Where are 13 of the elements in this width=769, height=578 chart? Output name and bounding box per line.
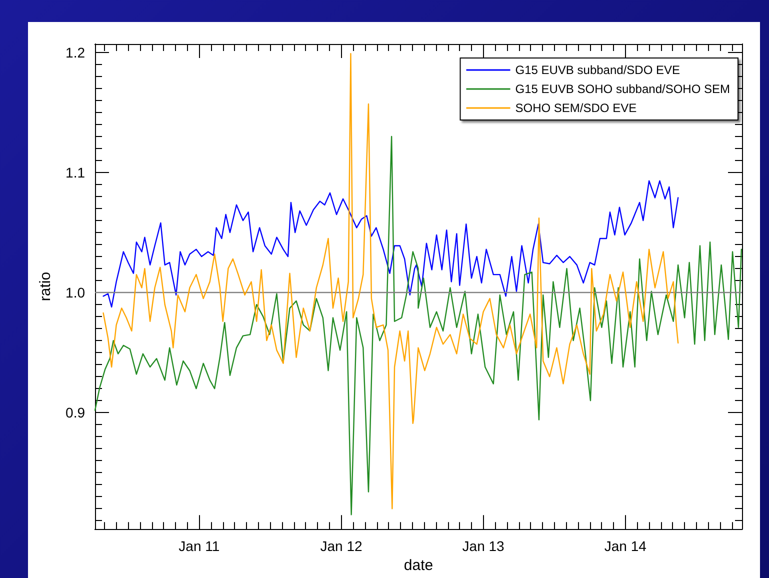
y-axis-title: ratio — [37, 272, 54, 302]
y-tick-label: 0.9 — [66, 404, 86, 421]
x-tick-label: Jan 11 — [178, 538, 220, 554]
x-tick-label: Jan 14 — [604, 538, 647, 554]
y-tick-label: 1.2 — [66, 44, 86, 60]
legend-label: SOHO SEM/SDO EVE — [515, 101, 637, 115]
legend-label: G15 EUVB subband/SDO EVE — [515, 63, 680, 77]
y-tick-label: 1.1 — [66, 164, 86, 180]
legend-label: G15 EUVB SOHO subband/SOHO SEM — [515, 82, 730, 96]
y-tick-label: 1.0 — [66, 284, 86, 301]
x-axis-title: date — [404, 557, 434, 574]
x-tick-label: Jan 12 — [320, 538, 362, 554]
x-tick-label: Jan 13 — [462, 538, 505, 554]
